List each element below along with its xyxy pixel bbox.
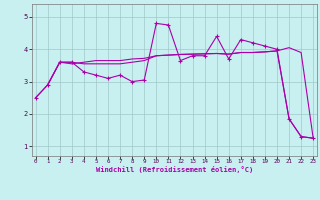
X-axis label: Windchill (Refroidissement éolien,°C): Windchill (Refroidissement éolien,°C) <box>96 166 253 173</box>
